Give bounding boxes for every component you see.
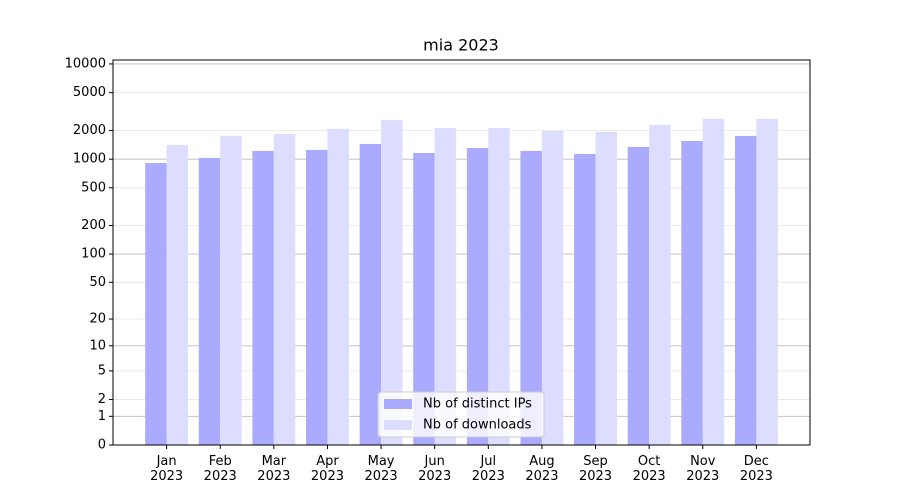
bar — [359, 143, 382, 445]
bar — [413, 153, 435, 445]
bar — [488, 127, 510, 445]
legend-swatch — [384, 420, 412, 430]
x-tick-label: Feb 2023 — [204, 454, 237, 484]
bar — [649, 124, 671, 445]
legend-box — [377, 391, 545, 438]
y-tick-label: 2000 — [73, 123, 106, 138]
bar — [273, 133, 296, 445]
bar — [595, 131, 617, 446]
y-tick-label: 100 — [81, 247, 106, 262]
bar — [166, 144, 189, 445]
y-tick-label: 1 — [98, 409, 106, 424]
x-tick-label: Sep 2023 — [579, 454, 612, 484]
bar — [681, 140, 703, 445]
bar — [327, 128, 349, 446]
x-tick-label: Jan 2023 — [150, 454, 183, 484]
x-tick-label: Apr 2023 — [311, 454, 344, 484]
x-tick-label: Mar 2023 — [257, 454, 290, 484]
bar — [734, 135, 757, 445]
x-tick-label: May 2023 — [365, 454, 398, 484]
y-tick-label: 5000 — [73, 85, 106, 100]
x-tick-label: Aug 2023 — [525, 454, 558, 484]
y-tick-label: 1000 — [73, 152, 106, 167]
bar — [520, 150, 542, 445]
y-tick-label: 50 — [89, 275, 106, 290]
bar — [381, 119, 403, 445]
y-tick-label: 20 — [89, 312, 106, 327]
x-tick-label: Oct 2023 — [633, 454, 666, 484]
y-tick-label: 2 — [98, 392, 106, 407]
bar — [756, 118, 778, 446]
bar — [574, 153, 596, 446]
bar — [220, 135, 242, 445]
bar — [434, 127, 457, 445]
bar — [541, 130, 564, 445]
bar — [627, 146, 650, 445]
bar — [198, 157, 221, 446]
x-tick-label: Nov 2023 — [686, 454, 719, 484]
y-tick-label: 500 — [81, 180, 106, 195]
legend-swatch — [384, 399, 412, 409]
y-tick-label: 5 — [98, 363, 106, 378]
y-tick-label: 10000 — [65, 56, 106, 71]
legend-label: Nb of downloads — [423, 418, 532, 433]
bar — [252, 150, 274, 445]
x-tick-label: Jul 2023 — [472, 454, 505, 484]
y-tick-label: 0 — [98, 438, 106, 453]
bar — [306, 149, 328, 445]
plot-frame — [112, 59, 811, 446]
y-tick-label: 10 — [89, 338, 106, 353]
bar — [466, 148, 489, 445]
x-tick-label: Jun 2023 — [418, 454, 451, 484]
legend-label: Nb of distinct IPs — [423, 397, 532, 412]
bar — [702, 118, 725, 446]
x-tick-label: Dec 2023 — [740, 454, 773, 484]
chart-title: mia 2023 — [423, 36, 499, 55]
bar — [145, 163, 167, 445]
y-tick-label: 200 — [81, 218, 106, 233]
legend: Nb of distinct IPs Nb of downloads — [377, 391, 545, 438]
